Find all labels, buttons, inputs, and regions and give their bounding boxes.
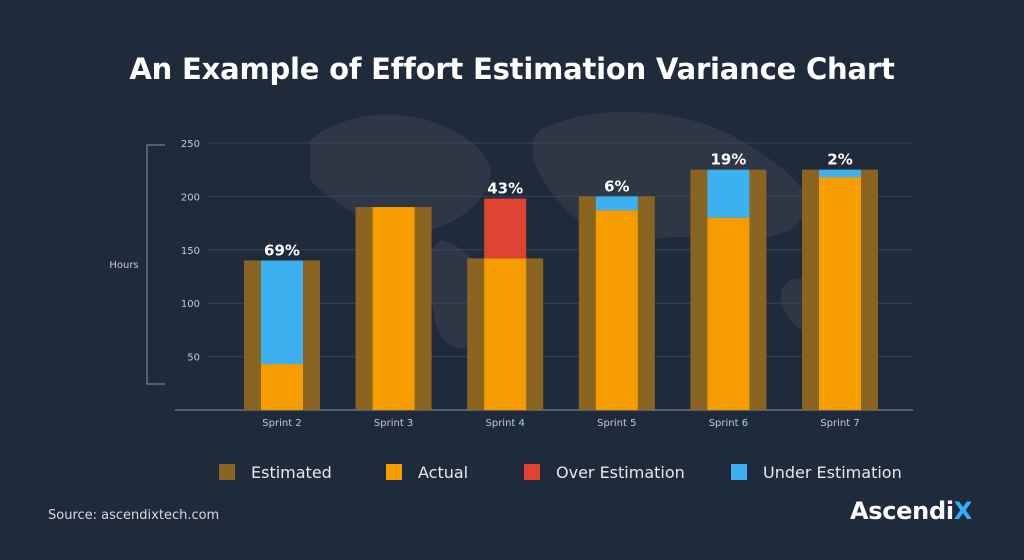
legend-swatch-over-estimation [524,464,540,480]
y-tick-label-100: 100 [181,299,200,310]
legend-item-over-estimation: Over Estimation [524,460,685,484]
chart-title: An Example of Effort Estimation Variance… [129,52,895,86]
bar-actual-sprint-5 [595,210,638,410]
legend-label-estimated: Estimated [251,462,332,482]
legend-swatch-under-estimation [731,464,747,480]
legend-label-under-estimation: Under Estimation [763,462,902,482]
data-label-sprint-2: 69% [264,241,300,259]
legend-swatch-actual [386,464,402,480]
y-tick-label-50: 50 [187,353,200,364]
chart-legend: Estimated Actual Over Estimation Under E… [0,460,1024,484]
x-tick-label-sprint-7: Sprint 7 [820,418,859,429]
data-label-sprint-5: 6% [604,177,629,195]
data-label-sprint-7: 2% [827,151,852,169]
data-label-sprint-4: 43% [487,180,523,198]
legend-label-actual: Actual [418,462,469,482]
legend-item-under-estimation: Under Estimation [731,460,902,484]
bar-actual-sprint-3 [372,207,415,410]
legend-item-actual: Actual [386,460,468,484]
y-axis-label: Hours [109,260,138,271]
bar-actual-sprint-2 [261,364,303,410]
y-axis-bracket [146,144,165,385]
y-tick-label-150: 150 [181,246,200,257]
x-tick-label-sprint-4: Sprint 4 [486,418,525,429]
x-tick-label-sprint-6: Sprint 6 [709,418,748,429]
y-tick-label-200: 200 [181,192,200,203]
bar-over-estimation-sprint-4 [484,198,527,259]
bar-under-estimation-sprint-5 [595,196,638,211]
brand-logo: AscendiX [850,497,972,525]
legend-item-estimated: Estimated [219,460,332,484]
x-tick-label-sprint-3: Sprint 3 [374,418,413,429]
bar-under-estimation-sprint-2 [261,260,303,365]
bar-under-estimation-sprint-6 [707,169,750,218]
legend-swatch-estimated [219,464,235,480]
legend-label-over-estimation: Over Estimation [556,462,685,482]
brand-logo-accent: X [953,497,973,525]
brand-logo-main: Ascendi [850,497,954,525]
x-tick-label-sprint-5: Sprint 5 [597,418,636,429]
bar-under-estimation-sprint-7 [819,169,861,178]
source-note: Source: ascendixtech.com [48,508,220,523]
y-tick-label-250: 250 [181,139,200,150]
x-tick-label-sprint-2: Sprint 2 [262,418,301,429]
bar-actual-sprint-7 [819,177,861,410]
bar-actual-sprint-4 [484,258,527,410]
data-label-sprint-6: 19% [710,151,746,169]
bar-actual-sprint-6 [707,217,750,410]
